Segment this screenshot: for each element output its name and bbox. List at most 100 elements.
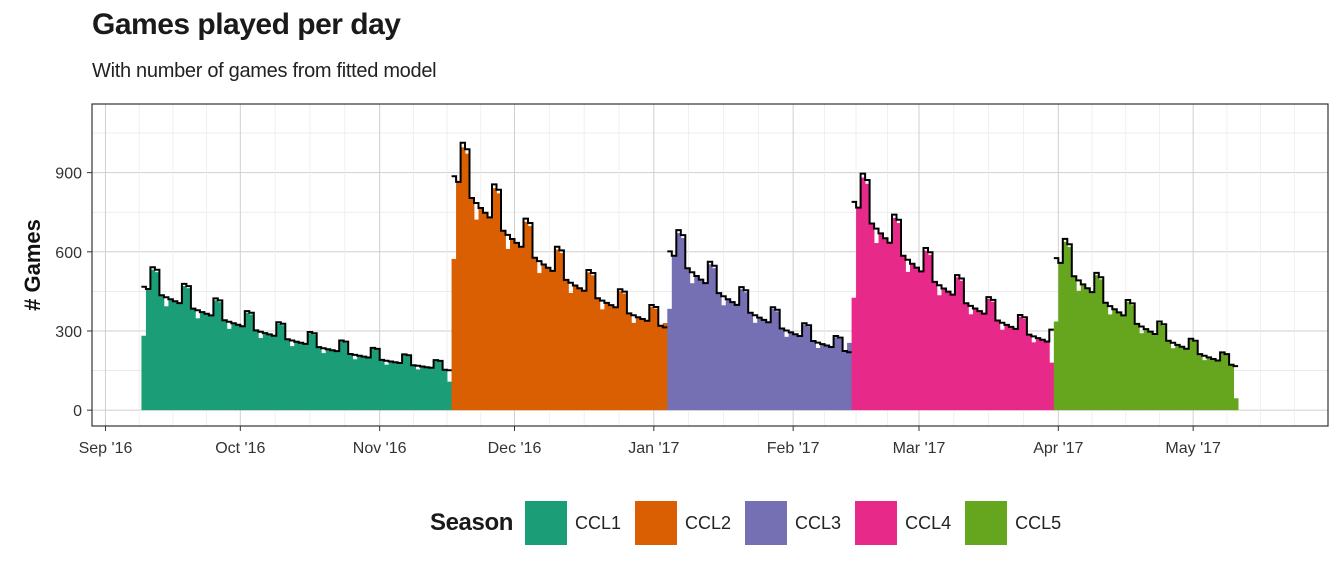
bar-ccl2 (572, 285, 578, 411)
legend-item-ccl1: CCL1 (524, 501, 625, 545)
legend: Season CCL1 CCL2 CCL3 CCL4 CCL5 (430, 500, 1075, 546)
bars (141, 147, 1239, 411)
bar-ccl4 (1013, 328, 1019, 411)
bar-ccl3 (838, 338, 843, 411)
bar-ccl1 (339, 341, 345, 411)
bar-ccl4 (954, 277, 960, 411)
bar-ccl3 (712, 268, 718, 411)
bar-ccl4 (936, 295, 942, 411)
bar-ccl1 (217, 302, 223, 411)
legend-item-ccl5: CCL5 (965, 501, 1065, 545)
bar-ccl5 (1116, 312, 1122, 411)
bar-ccl4 (869, 223, 875, 411)
bar-ccl1 (159, 295, 165, 411)
x-tick-label: Feb '17 (767, 440, 820, 457)
bar-ccl1 (303, 343, 309, 411)
bar-ccl1 (276, 323, 282, 411)
fit-line-ccl4 (851, 172, 1054, 343)
bar-ccl2 (640, 318, 646, 411)
bar-ccl2 (626, 313, 632, 411)
bar-ccl2 (451, 258, 457, 411)
bar-ccl3 (743, 292, 749, 411)
bar-ccl2 (487, 217, 493, 411)
bar-ccl1 (199, 312, 205, 411)
bar-ccl4 (905, 271, 911, 411)
bar-ccl5 (1121, 315, 1127, 411)
bar-ccl5 (1206, 357, 1212, 411)
fitted-model-lines (141, 141, 1239, 372)
legend-label: CCL4 (905, 512, 952, 533)
x-tick-label: May '17 (1165, 440, 1221, 457)
bar-ccl3 (766, 322, 772, 411)
bar-ccl4 (1022, 318, 1028, 411)
bar-ccl4 (1026, 334, 1032, 411)
bar-ccl5 (1130, 305, 1136, 411)
legend-item-ccl3: CCL3 (745, 501, 845, 545)
bar-ccl4 (1031, 342, 1037, 411)
bar-ccl1 (285, 339, 291, 411)
bar-ccl1 (402, 355, 408, 411)
bar-ccl5 (1076, 290, 1082, 411)
bar-ccl3 (676, 233, 682, 411)
bar-ccl3 (721, 305, 727, 411)
bar-ccl1 (352, 359, 358, 411)
bar-ccl1 (271, 335, 277, 411)
bar-ccl2 (590, 275, 596, 411)
bar-ccl1 (348, 353, 354, 411)
bar-ccl4 (1004, 324, 1010, 411)
bar-ccl3 (671, 255, 677, 411)
bar-ccl2 (613, 307, 619, 411)
bar-ccl4 (1049, 362, 1055, 411)
bar-ccl4 (986, 299, 992, 411)
bar-ccl5 (1058, 262, 1064, 411)
bar-ccl4 (959, 280, 965, 411)
bar-ccl1 (388, 361, 394, 411)
bar-ccl4 (999, 329, 1005, 411)
bar-ccl2 (532, 257, 538, 411)
bar-ccl1 (154, 272, 160, 411)
fit-line-ccl1 (141, 266, 452, 372)
bar-ccl2 (478, 207, 484, 411)
bar-ccl1 (429, 367, 434, 411)
legend-swatch (965, 501, 1008, 545)
bar-ccl4 (941, 288, 947, 411)
bar-ccl1 (289, 346, 295, 411)
bar-ccl1 (357, 355, 363, 411)
bar-ccl4 (1044, 341, 1050, 411)
legend-swatch (855, 501, 898, 545)
bar-ccl2 (465, 153, 470, 411)
bar-ccl1 (375, 349, 381, 411)
bar-ccl5 (1184, 348, 1190, 411)
bar-ccl5 (1107, 314, 1113, 411)
bar-ccl1 (330, 350, 336, 411)
bar-ccl3 (725, 299, 731, 411)
y-axis-title: # Games (20, 219, 45, 311)
x-tick-label: Oct '16 (215, 440, 265, 457)
legend-item-ccl2: CCL2 (635, 501, 735, 545)
bar-ccl2 (568, 292, 574, 411)
bar-ccl2 (505, 248, 511, 411)
bar-ccl2 (541, 264, 547, 411)
bar-ccl1 (163, 306, 169, 411)
bar-ccl3 (770, 308, 776, 411)
bar-ccl4 (883, 238, 888, 411)
bar-ccl1 (235, 324, 241, 411)
bar-ccl3 (685, 268, 691, 411)
bar-ccl5 (1125, 301, 1131, 411)
bar-ccl2 (631, 322, 637, 411)
bar-ccl1 (244, 312, 250, 411)
bar-ccl2 (469, 197, 475, 411)
bar-ccl3 (734, 304, 740, 411)
bar-ccl3 (815, 347, 821, 411)
bar-ccl5 (1103, 302, 1109, 411)
bar-ccl2 (563, 279, 569, 411)
bar-ccl4 (945, 291, 951, 411)
bar-ccl1 (186, 288, 192, 411)
x-tick-label: Apr '17 (1033, 440, 1083, 457)
y-tick-label: 900 (55, 166, 82, 183)
bar-ccl3 (775, 311, 781, 411)
bar-ccl3 (739, 289, 745, 411)
x-tick-label: Dec '16 (488, 440, 542, 457)
legend-label: CCL2 (685, 512, 732, 533)
bar-ccl1 (379, 359, 385, 411)
